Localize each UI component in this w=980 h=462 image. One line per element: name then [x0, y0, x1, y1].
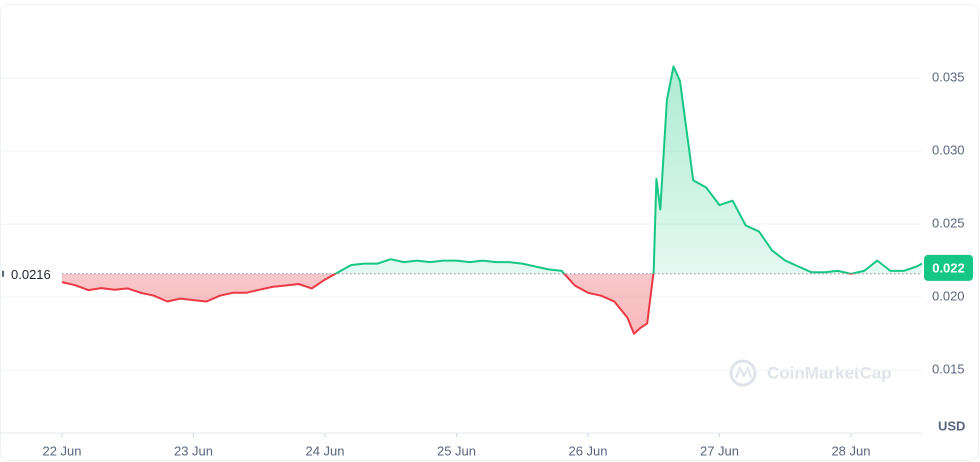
frame	[0, 4, 979, 461]
x-tick-label: 23 Jun	[174, 443, 213, 458]
reference-label: 0.0216	[11, 267, 51, 282]
y-tick-label: 0.035	[932, 69, 965, 84]
y-tick-label: 0.015	[932, 362, 965, 377]
current-price-tag	[924, 254, 973, 281]
x-tick-label: 27 Jun	[700, 443, 739, 458]
x-tick-label: 22 Jun	[42, 443, 81, 458]
x-tick-label: 24 Jun	[305, 443, 344, 458]
y-tick-label: 0.025	[932, 216, 965, 231]
watermark-text: CoinMarketCap	[767, 363, 892, 382]
x-tick-label: 26 Jun	[568, 443, 607, 458]
y-tick-label: 0.030	[932, 143, 965, 158]
current-price-label: 0.022	[932, 260, 965, 275]
watermark: CoinMarketCap	[729, 359, 892, 387]
currency-label: USD	[938, 418, 965, 433]
area-below	[62, 273, 852, 334]
price-line-above	[333, 65, 923, 274]
y-tick-label: 0.020	[932, 289, 965, 304]
x-tick-label: 25 Jun	[437, 443, 476, 458]
price-line-below	[61, 273, 856, 335]
area-above	[62, 66, 922, 274]
x-tick-label: 28 Jun	[831, 443, 870, 458]
